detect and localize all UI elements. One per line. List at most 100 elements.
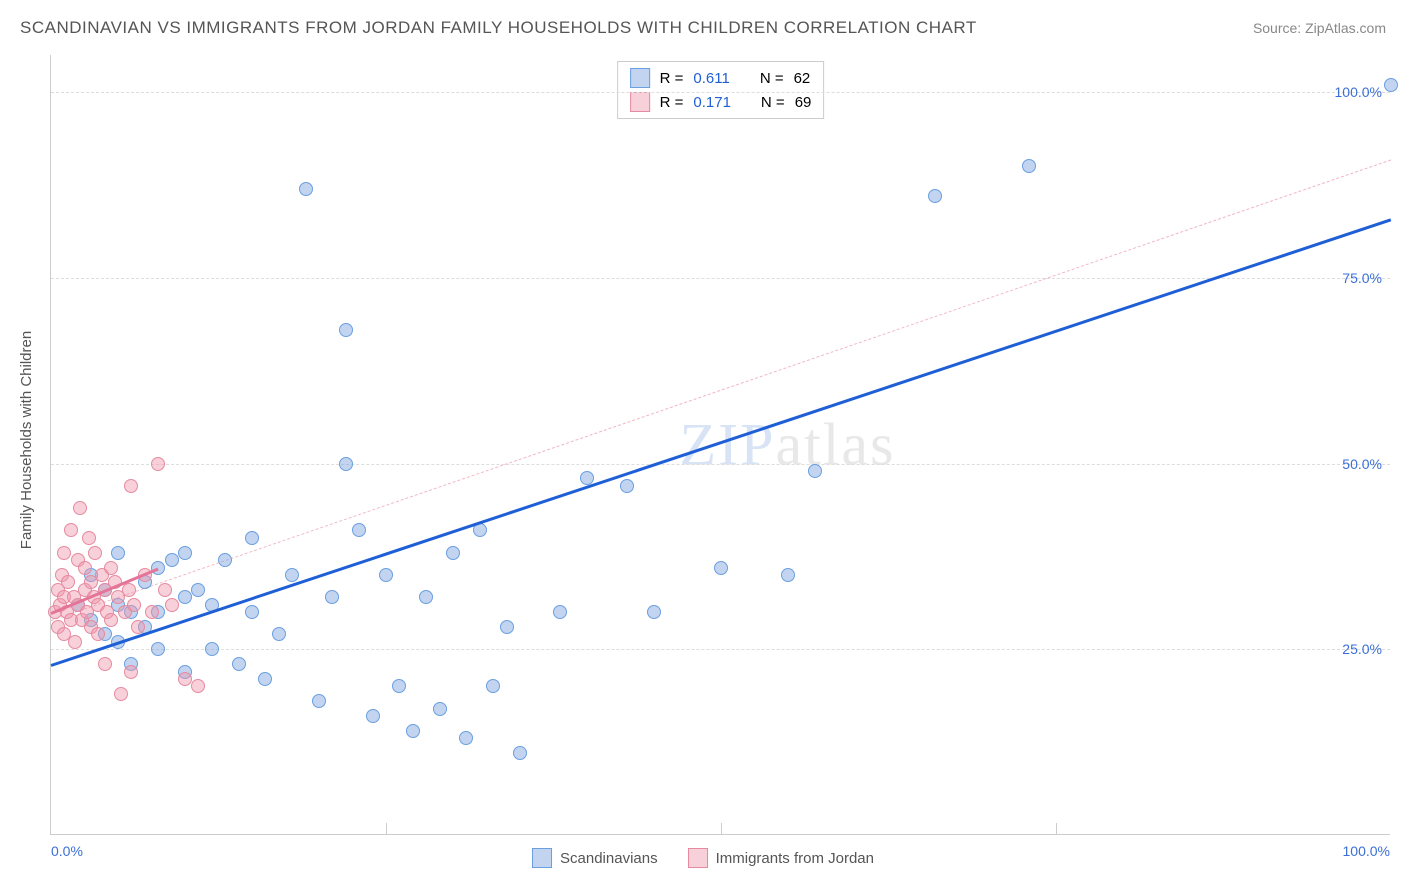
data-point	[446, 546, 460, 560]
data-point	[98, 657, 112, 671]
data-point	[500, 620, 514, 634]
data-point	[366, 709, 380, 723]
data-point	[191, 679, 205, 693]
legend-swatch-pink	[630, 92, 650, 112]
legend-row: R = 0.171 N = 69	[630, 90, 812, 114]
data-point	[272, 627, 286, 641]
data-point	[68, 635, 82, 649]
legend-row: R = 0.611 N = 62	[630, 66, 812, 90]
data-point	[158, 583, 172, 597]
data-point	[165, 553, 179, 567]
data-point	[325, 590, 339, 604]
r-label: R =	[660, 94, 684, 111]
data-point	[486, 679, 500, 693]
source-label: Source: ZipAtlas.com	[1253, 20, 1386, 36]
data-point	[178, 672, 192, 686]
data-point	[553, 605, 567, 619]
data-point	[339, 323, 353, 337]
legend-label: Scandinavians	[560, 850, 658, 867]
data-point	[218, 553, 232, 567]
data-point	[104, 613, 118, 627]
data-point	[392, 679, 406, 693]
data-point	[64, 523, 78, 537]
data-point	[151, 457, 165, 471]
data-point	[379, 568, 393, 582]
y-tick-label: 25.0%	[1342, 641, 1382, 657]
data-point	[88, 546, 102, 560]
data-point	[57, 546, 71, 560]
chart-title: SCANDINAVIAN VS IMMIGRANTS FROM JORDAN F…	[20, 18, 977, 38]
legend-swatch-blue	[630, 68, 650, 88]
data-point	[114, 687, 128, 701]
data-point	[191, 583, 205, 597]
data-point	[111, 546, 125, 560]
data-point	[352, 523, 366, 537]
gridline	[1056, 823, 1057, 835]
data-point	[145, 605, 159, 619]
n-value: 69	[795, 94, 812, 111]
data-point	[178, 590, 192, 604]
x-tick-label: 0.0%	[51, 843, 83, 859]
series-legend: Scandinavians Immigrants from Jordan	[532, 848, 874, 868]
correlation-legend: R = 0.611 N = 62 R = 0.171 N = 69	[617, 61, 825, 119]
y-axis-label: Family Households with Children	[18, 331, 35, 549]
data-point	[151, 642, 165, 656]
r-value: 0.611	[693, 70, 729, 87]
data-point	[104, 561, 118, 575]
data-point	[433, 702, 447, 716]
data-point	[620, 479, 634, 493]
trend-line	[51, 219, 1392, 668]
gridline	[721, 823, 722, 835]
data-point	[299, 182, 313, 196]
data-point	[78, 561, 92, 575]
legend-label: Immigrants from Jordan	[716, 850, 874, 867]
data-point	[459, 731, 473, 745]
data-point	[73, 501, 87, 515]
r-label: R =	[660, 70, 684, 87]
data-point	[312, 694, 326, 708]
legend-item: Scandinavians	[532, 848, 658, 868]
legend-swatch-blue	[532, 848, 552, 868]
gridline	[51, 92, 1390, 93]
data-point	[406, 724, 420, 738]
data-point	[82, 531, 96, 545]
data-point	[245, 605, 259, 619]
x-tick-label: 100.0%	[1343, 843, 1390, 859]
data-point	[928, 189, 942, 203]
chart-container: SCANDINAVIAN VS IMMIGRANTS FROM JORDAN F…	[0, 0, 1406, 892]
data-point	[178, 546, 192, 560]
data-point	[647, 605, 661, 619]
gridline	[51, 649, 1390, 650]
data-point	[285, 568, 299, 582]
gridline	[51, 278, 1390, 279]
identity-line	[51, 159, 1391, 621]
data-point	[165, 598, 179, 612]
y-tick-label: 75.0%	[1342, 270, 1382, 286]
data-point	[714, 561, 728, 575]
data-point	[127, 598, 141, 612]
gridline	[51, 464, 1390, 465]
data-point	[205, 642, 219, 656]
r-value: 0.171	[693, 94, 731, 111]
legend-swatch-pink	[688, 848, 708, 868]
n-label: N =	[761, 94, 785, 111]
y-tick-label: 100.0%	[1335, 84, 1382, 100]
data-point	[124, 479, 138, 493]
data-point	[245, 531, 259, 545]
data-point	[419, 590, 433, 604]
y-tick-label: 50.0%	[1342, 456, 1382, 472]
data-point	[124, 665, 138, 679]
n-label: N =	[760, 70, 784, 87]
data-point	[232, 657, 246, 671]
data-point	[513, 746, 527, 760]
data-point	[781, 568, 795, 582]
data-point	[258, 672, 272, 686]
data-point	[1384, 78, 1398, 92]
n-value: 62	[794, 70, 811, 87]
data-point	[1022, 159, 1036, 173]
data-point	[808, 464, 822, 478]
data-point	[339, 457, 353, 471]
data-point	[131, 620, 145, 634]
gridline	[386, 823, 387, 835]
plot-area: ZIPatlas R = 0.611 N = 62 R = 0.171 N = …	[50, 55, 1390, 835]
